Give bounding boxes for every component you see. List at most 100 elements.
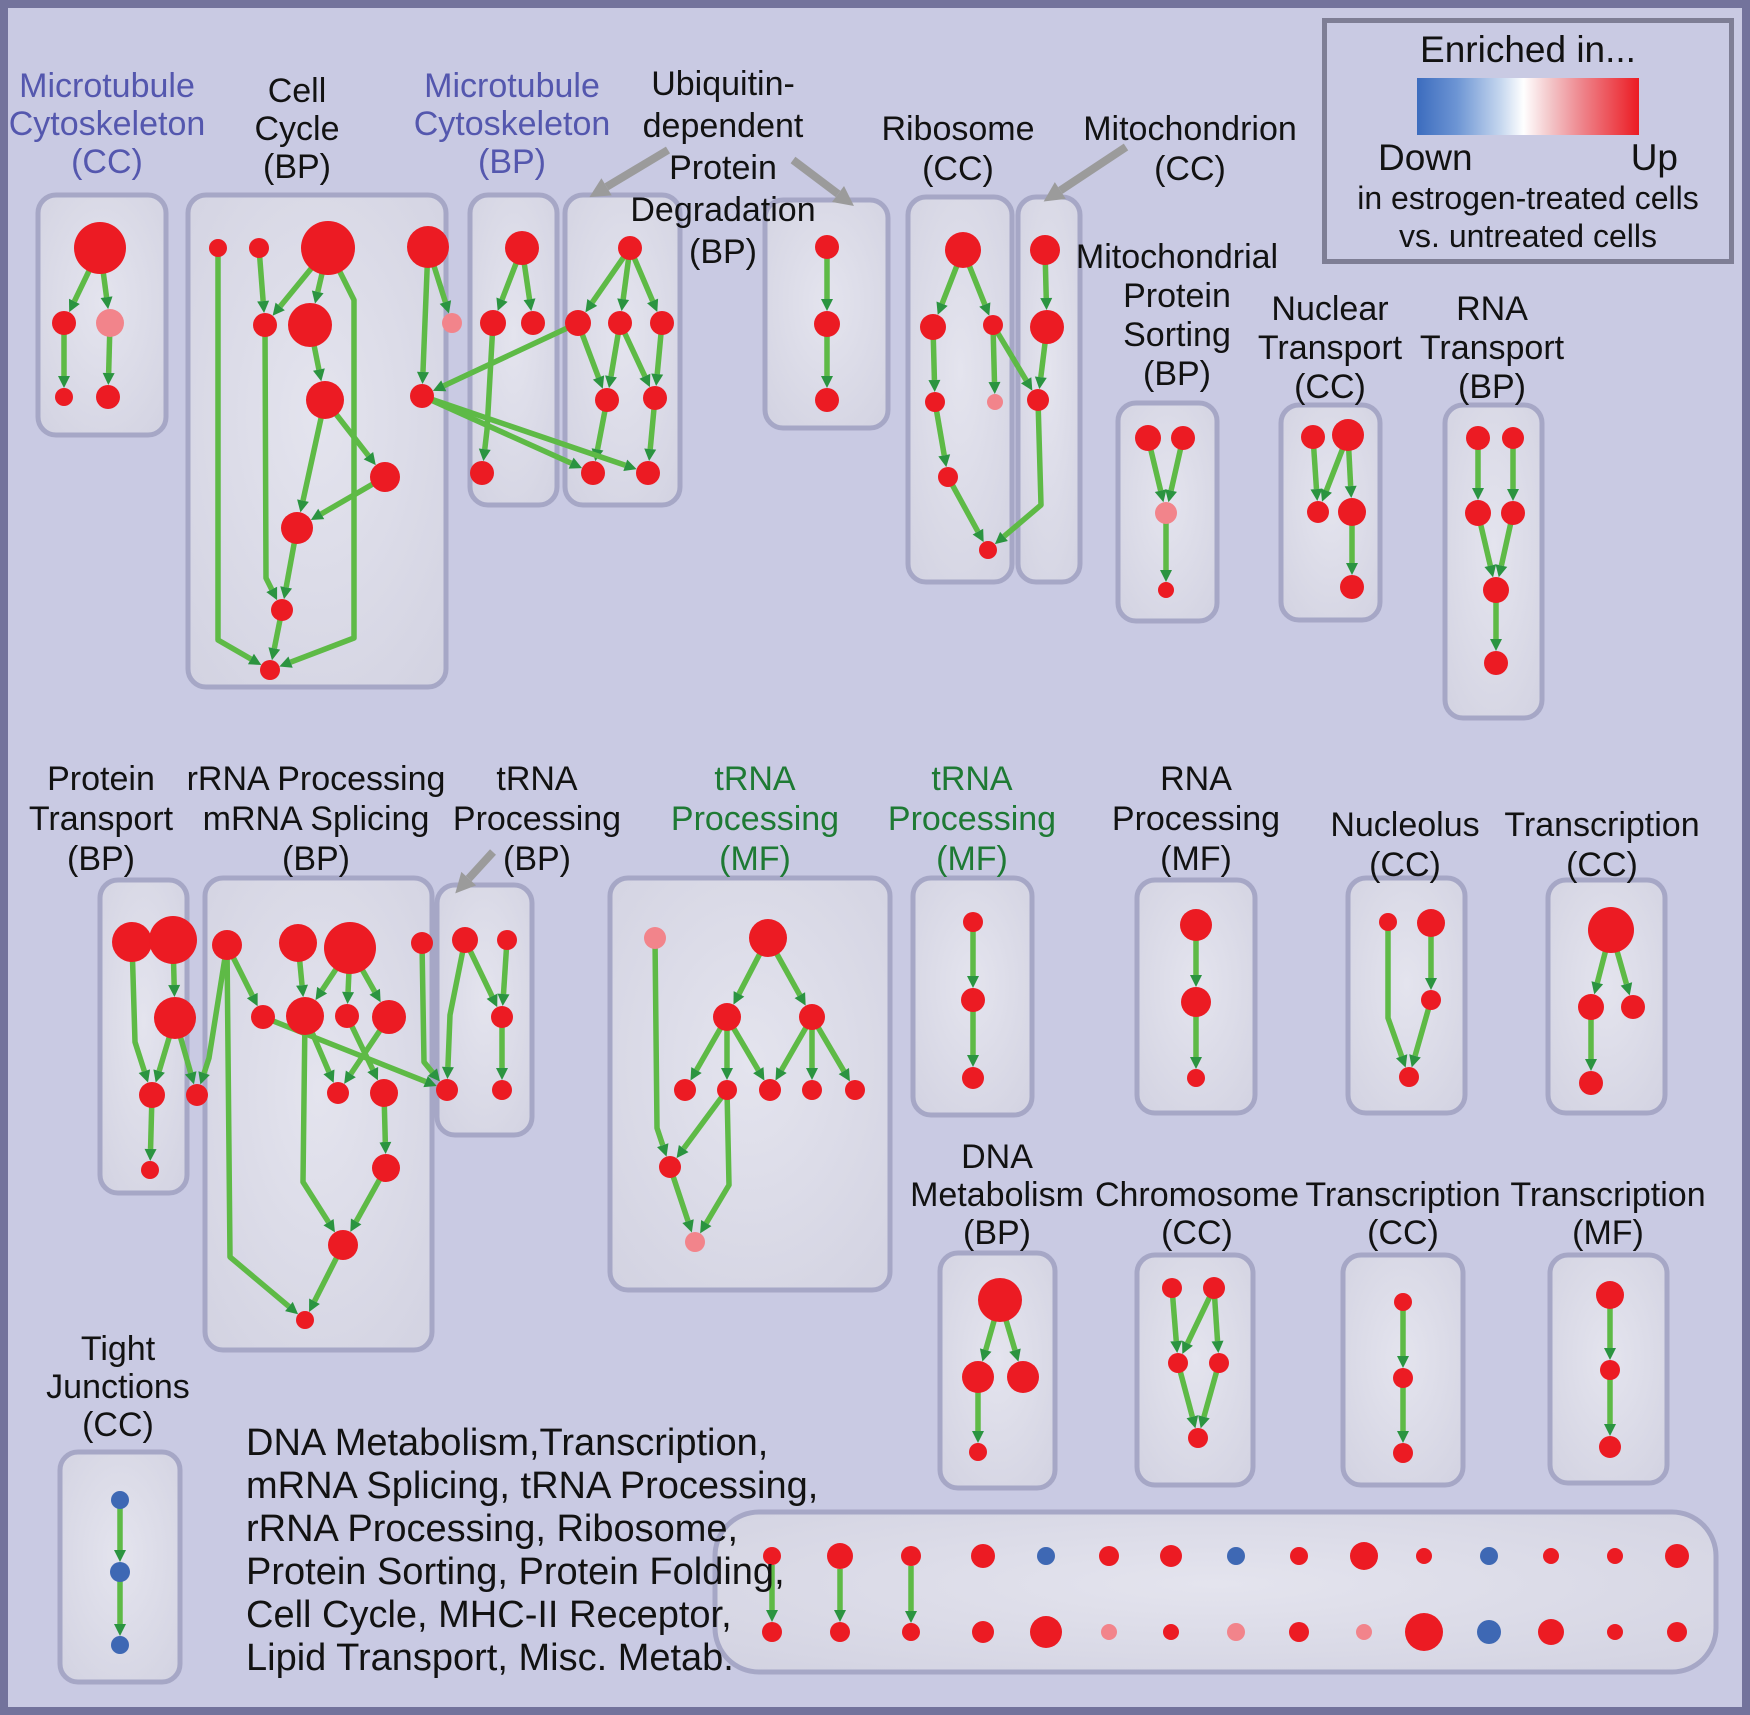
legend-title: Enriched in...	[1420, 29, 1636, 70]
edge-arrow	[994, 399, 1044, 545]
rmf-node-y2	[1181, 987, 1211, 1017]
trnamf1-label: tRNA Processing (MF)	[671, 760, 839, 878]
tmf3-node-c	[1599, 1436, 1621, 1458]
dnm-node-dm2	[962, 1361, 994, 1393]
chromosome-label: Chromosome (CC)	[1095, 1176, 1299, 1252]
ntr-node-n4	[1338, 498, 1366, 526]
ub1-node-lc	[581, 461, 605, 485]
cc-node-a	[209, 239, 227, 257]
transcc-label: Transcription (CC)	[1504, 806, 1699, 884]
misc-node-top-10	[1350, 1542, 1378, 1570]
mtcc-label: Microtubule Cytoskeleton (CC)	[9, 67, 206, 181]
msort-node-s3	[1155, 502, 1177, 524]
rmf-node-y3	[1187, 1069, 1205, 1087]
legend-gradient-bar	[1417, 78, 1639, 135]
mtcc-node-e	[96, 385, 120, 409]
ribosome-label: Ribosome (CC)	[881, 110, 1034, 188]
ncl-node-z1	[1379, 913, 1397, 931]
tbp-node-u4	[436, 1079, 458, 1101]
misc-node-top-14	[1607, 1548, 1623, 1564]
tcc2-node-a	[1394, 1293, 1412, 1311]
chr-node-ch3	[1168, 1353, 1188, 1373]
ribo-node-r7	[979, 541, 997, 559]
rrna-node-c3	[296, 1311, 314, 1329]
misc-node-top-2	[827, 1543, 853, 1569]
misc-node-bottom-5	[1030, 1616, 1062, 1648]
misc-terms-box	[712, 1509, 1719, 1675]
edge-arrow	[224, 944, 299, 1315]
legend-up-label: Up	[1630, 137, 1678, 178]
edge-arrow	[945, 475, 984, 543]
cc-node-k	[260, 660, 280, 680]
ncl-node-z2	[1417, 909, 1445, 937]
mtbp-label: Microtubule Cytoskeleton (BP)	[414, 67, 611, 181]
misc-node-bottom-6	[1101, 1624, 1117, 1640]
rrna-node-b1	[327, 1082, 349, 1104]
tmf1-node-w4	[674, 1079, 696, 1101]
tcc2-node-c	[1393, 1443, 1413, 1463]
tj-node-b	[110, 1562, 130, 1582]
tmf1-node-w7	[802, 1080, 822, 1100]
tbp-node-u1	[452, 927, 478, 953]
ribo-box	[905, 194, 1015, 585]
cc-node-j	[271, 599, 293, 621]
rrna-node-m4	[372, 1000, 406, 1034]
legend-subtitle-1: in estrogen-treated cells	[1357, 180, 1699, 216]
misc-node-bottom-4	[972, 1621, 994, 1643]
tmf1-node-w6	[759, 1079, 781, 1101]
transcc2-label: Transcription (CC)	[1305, 1176, 1500, 1252]
cc-node-f	[288, 303, 332, 347]
ncl-node-z4	[1399, 1067, 1419, 1087]
nuctrans-label: Nuclear Transport (CC)	[1258, 290, 1403, 406]
chr-node-ch5	[1188, 1428, 1208, 1448]
dnm-node-dm4	[969, 1443, 987, 1461]
cc-node-c	[301, 221, 355, 275]
rrna-node-m3	[335, 1004, 359, 1028]
misc-node-top-3	[901, 1546, 921, 1566]
tmf3-node-b	[1600, 1360, 1620, 1380]
tmf2-node-x3	[962, 1067, 984, 1089]
dnm-node-dm3	[1007, 1361, 1039, 1393]
tmf1-node-wp	[644, 927, 666, 949]
label-pointer-arrow	[589, 146, 671, 198]
tcc-node-tc2	[1578, 994, 1604, 1020]
pt-node-p4	[139, 1082, 165, 1108]
tmf1-box	[607, 875, 893, 1293]
tbp-node-u2	[497, 930, 517, 950]
chr-node-ch2	[1203, 1277, 1225, 1299]
misc-node-top-9	[1290, 1547, 1308, 1565]
misc-terms-text: DNA Metabolism,Transcription, mRNA Splici…	[246, 1422, 818, 1679]
tbp-node-u5	[492, 1080, 512, 1100]
cc-node-n	[410, 384, 434, 408]
mtbp-node-bot	[470, 461, 494, 485]
msort-node-s4	[1158, 582, 1174, 598]
ntr-node-n2	[1332, 419, 1364, 451]
rnamf-label: RNA Processing (MF)	[1112, 760, 1280, 878]
trnamf2-label: tRNA Processing (MF)	[888, 760, 1056, 878]
tmf1-node-w8	[845, 1080, 865, 1100]
misc-node-bottom-2	[830, 1622, 850, 1642]
rrna-node-m1	[251, 1005, 275, 1029]
mtbp-node-big	[505, 231, 539, 265]
ncl-box	[1345, 875, 1468, 1116]
ub1-node-ma	[608, 311, 632, 335]
tmf1-node-w9	[659, 1156, 681, 1178]
rrna-node-c1	[372, 1154, 400, 1182]
misc-node-bottom-13	[1538, 1619, 1564, 1645]
tj-node-c	[111, 1636, 129, 1654]
tcc-node-tc4	[1579, 1071, 1603, 1095]
ub1-node-rc	[636, 461, 660, 485]
mtcc-node-c	[96, 309, 124, 337]
mtbp-node-ml	[480, 310, 506, 336]
cc-node-i	[281, 512, 313, 544]
ribo-node-r5	[987, 394, 1003, 410]
legend-endpoints: Down Up	[1378, 137, 1678, 179]
edge-arrow	[262, 324, 278, 601]
cc-node-e	[253, 313, 277, 337]
rtr-node-q5	[1483, 577, 1509, 603]
label-pointer-arrow	[790, 156, 854, 207]
misc-node-top-8	[1227, 1547, 1245, 1565]
edge-arrow	[419, 942, 441, 1082]
misc-node-top-15	[1665, 1544, 1689, 1568]
